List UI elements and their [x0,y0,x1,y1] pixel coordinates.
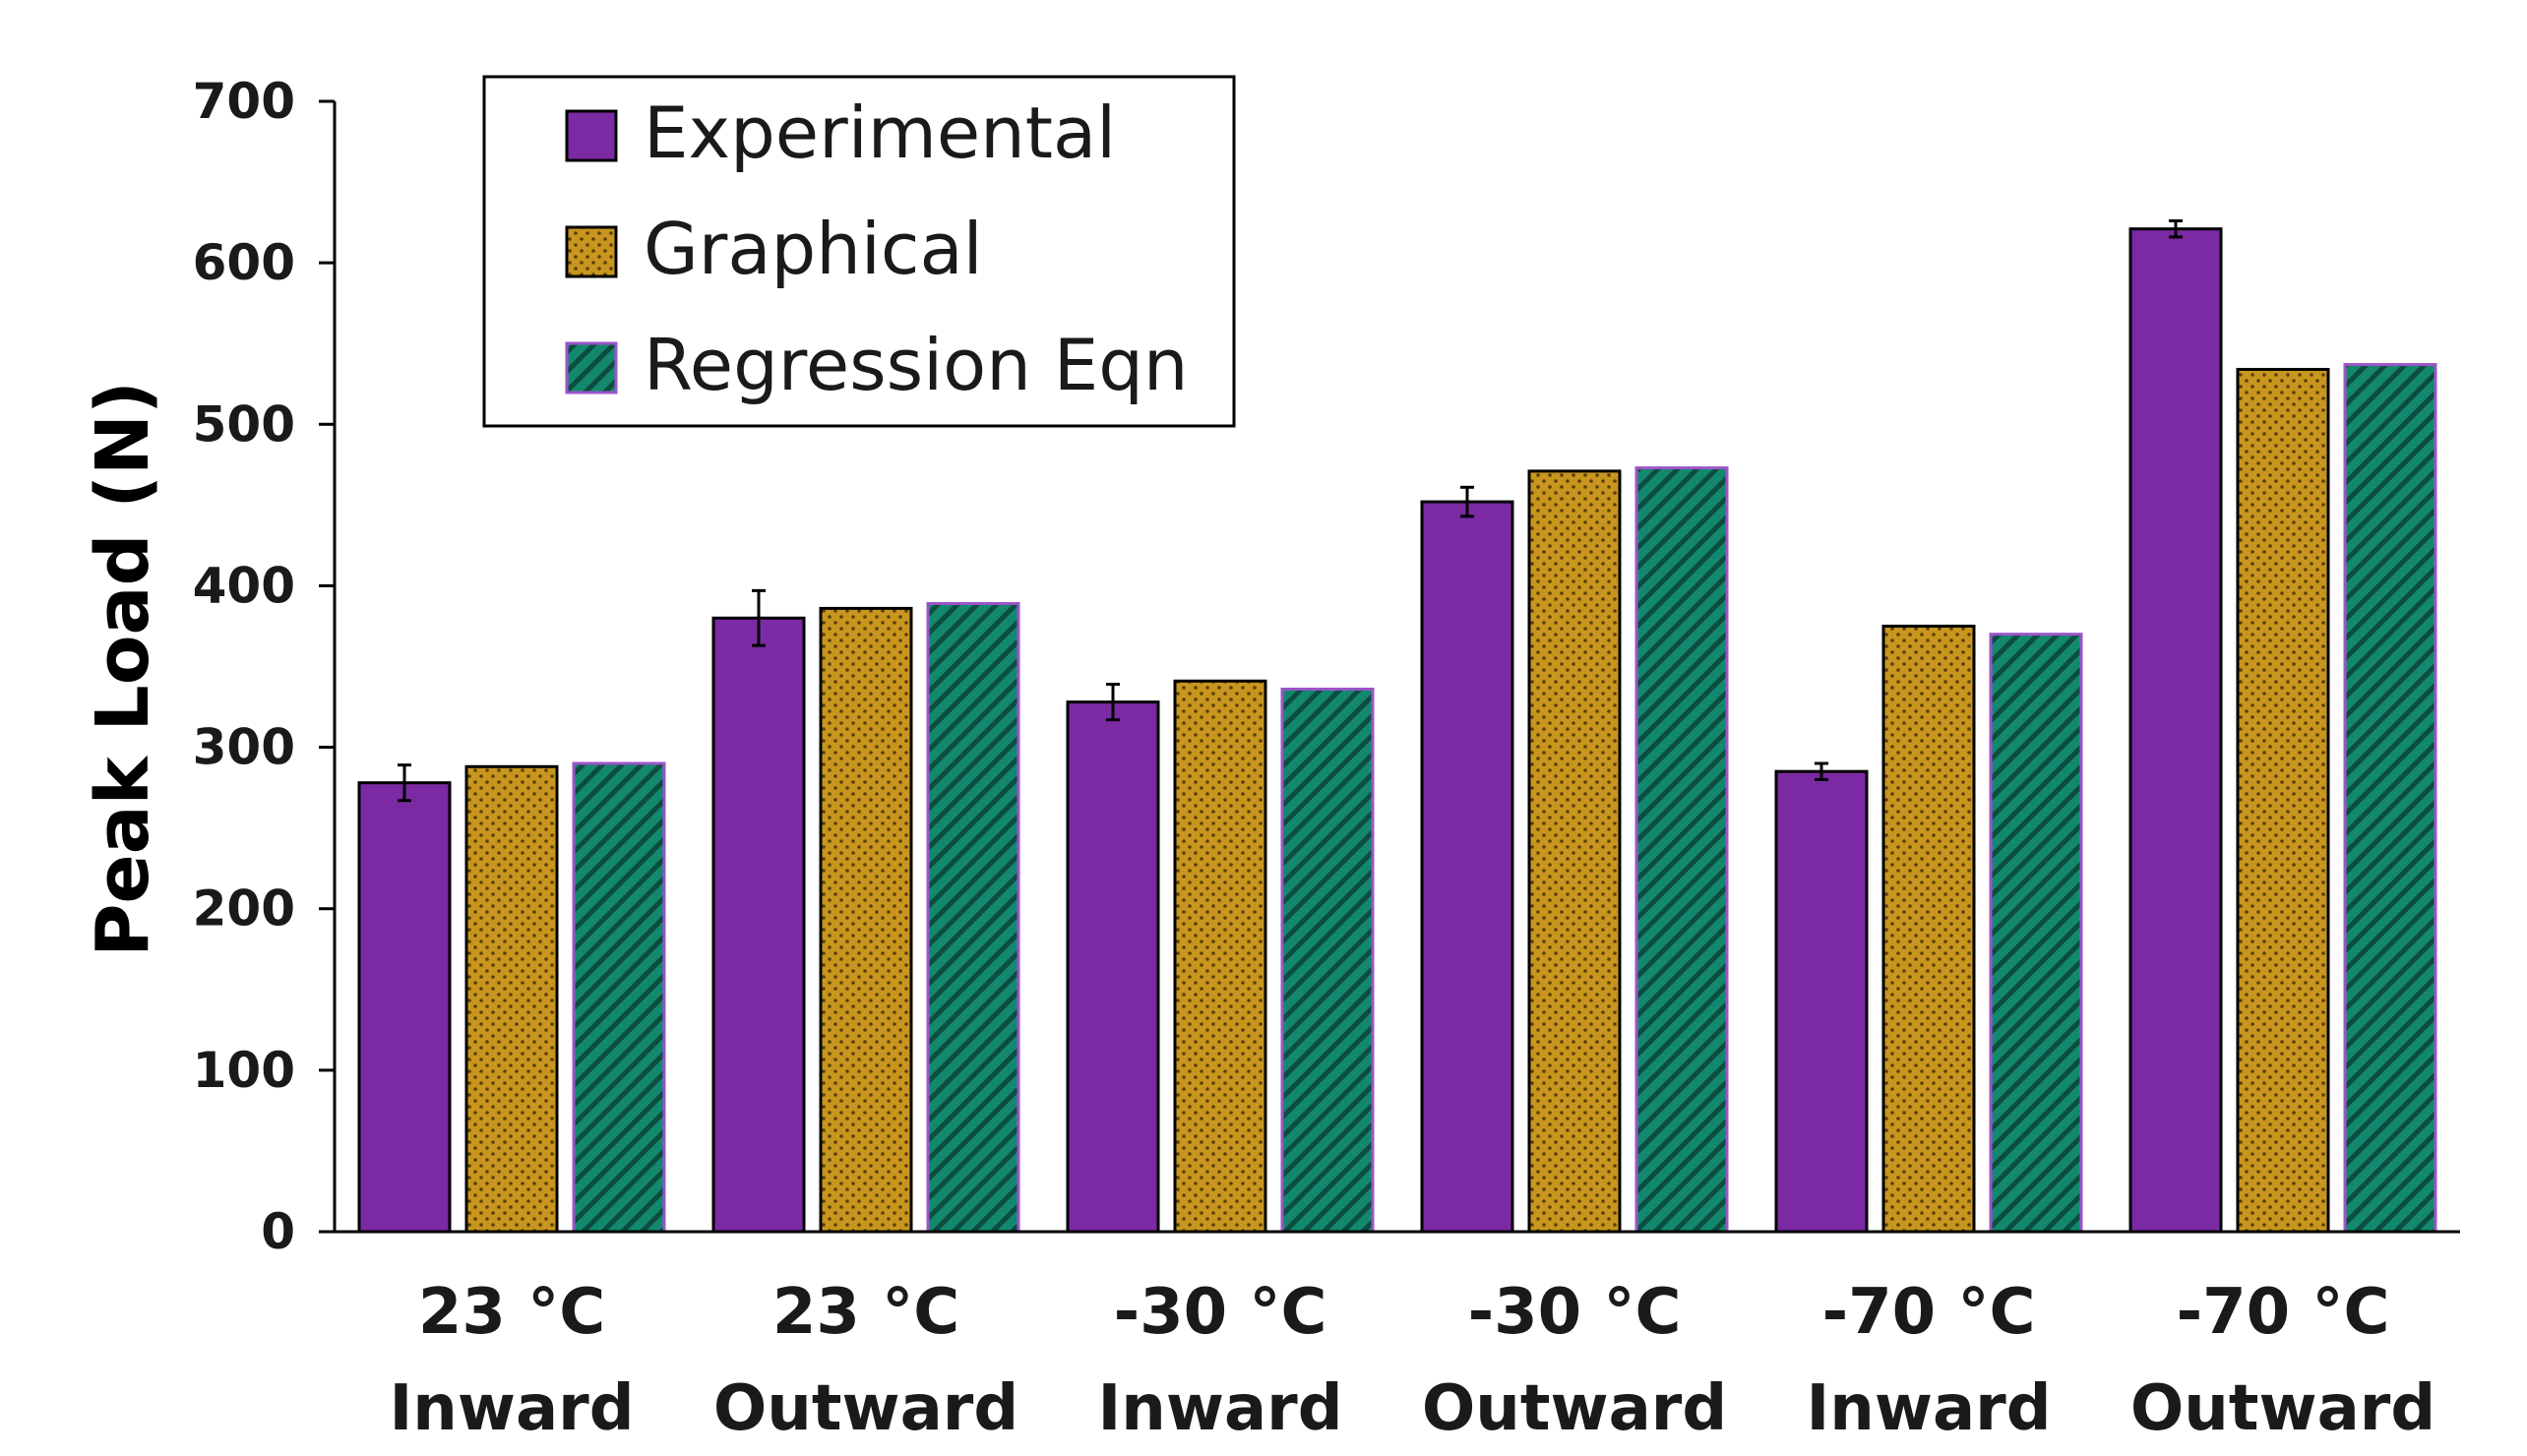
y-axis: 0 100 200 300 400 500 600 700 [193,73,337,1260]
x-category-label-line2: Inward [1097,1372,1342,1445]
bars [357,218,2437,1234]
bar-experimental [2128,227,2223,1234]
bar-graphical [819,606,913,1234]
x-category-label-line1: -70 °C [2177,1276,2390,1349]
bar-regression-eqn [1634,466,1729,1234]
x-category-label-line1: -30 °C [1468,1276,1682,1349]
y-tick-label: 0 [261,1203,295,1260]
legend-label: Graphical [644,208,983,290]
x-category-label-line1: 23 °C [418,1276,605,1349]
y-tick-label: 200 [193,880,295,938]
y-tick-label: 100 [193,1042,295,1099]
bar-regression-eqn [1989,633,2083,1234]
y-tick-label: 500 [193,395,295,453]
bar-graphical [1881,624,1976,1234]
bar-graphical [1173,679,1267,1234]
bar-graphical [2236,367,2330,1234]
bar-regression-eqn [2343,363,2437,1234]
bar-experimental [711,616,806,1234]
y-tick-label: 300 [193,719,295,776]
x-category-label-line2: Inward [389,1372,634,1445]
y-axis-label: Peak Load (N) [81,381,165,957]
bar-regression-eqn [926,601,1020,1234]
bar-experimental [357,781,452,1234]
y-tick-label: 400 [193,557,295,614]
legend-swatch-graphical [565,225,618,278]
bar-graphical [464,764,559,1234]
bar-regression-eqn [572,761,666,1234]
bar-experimental [1774,769,1869,1234]
x-category-label-line2: Outward [1422,1372,1727,1445]
legend: Experimental Graphical Regression Eqn [482,75,1236,428]
legend-swatch-experimental [565,109,618,162]
x-category-label-line1: -70 °C [1822,1276,2036,1349]
x-category-label-line1: -30 °C [1114,1276,1327,1349]
bar-experimental [1420,500,1514,1234]
x-category-label-line1: 23 °C [772,1276,959,1349]
legend-label: Experimental [644,91,1116,174]
legend-label: Regression Eqn [644,324,1189,406]
bar-regression-eqn [1280,687,1375,1234]
y-tick-label: 600 [193,234,295,291]
x-axis: 23 °C Inward 23 °C Outward -30 °C Inward -30 °… [335,1230,2460,1445]
bar-experimental [1066,700,1160,1234]
x-category-label-line2: Inward [1806,1372,2051,1445]
legend-swatch-regression-eqn [565,341,618,394]
y-tick-label: 700 [193,73,295,130]
x-category-label-line2: Outward [713,1372,1018,1445]
bar-graphical [1527,469,1622,1234]
x-category-label-line2: Outward [2130,1372,2435,1445]
